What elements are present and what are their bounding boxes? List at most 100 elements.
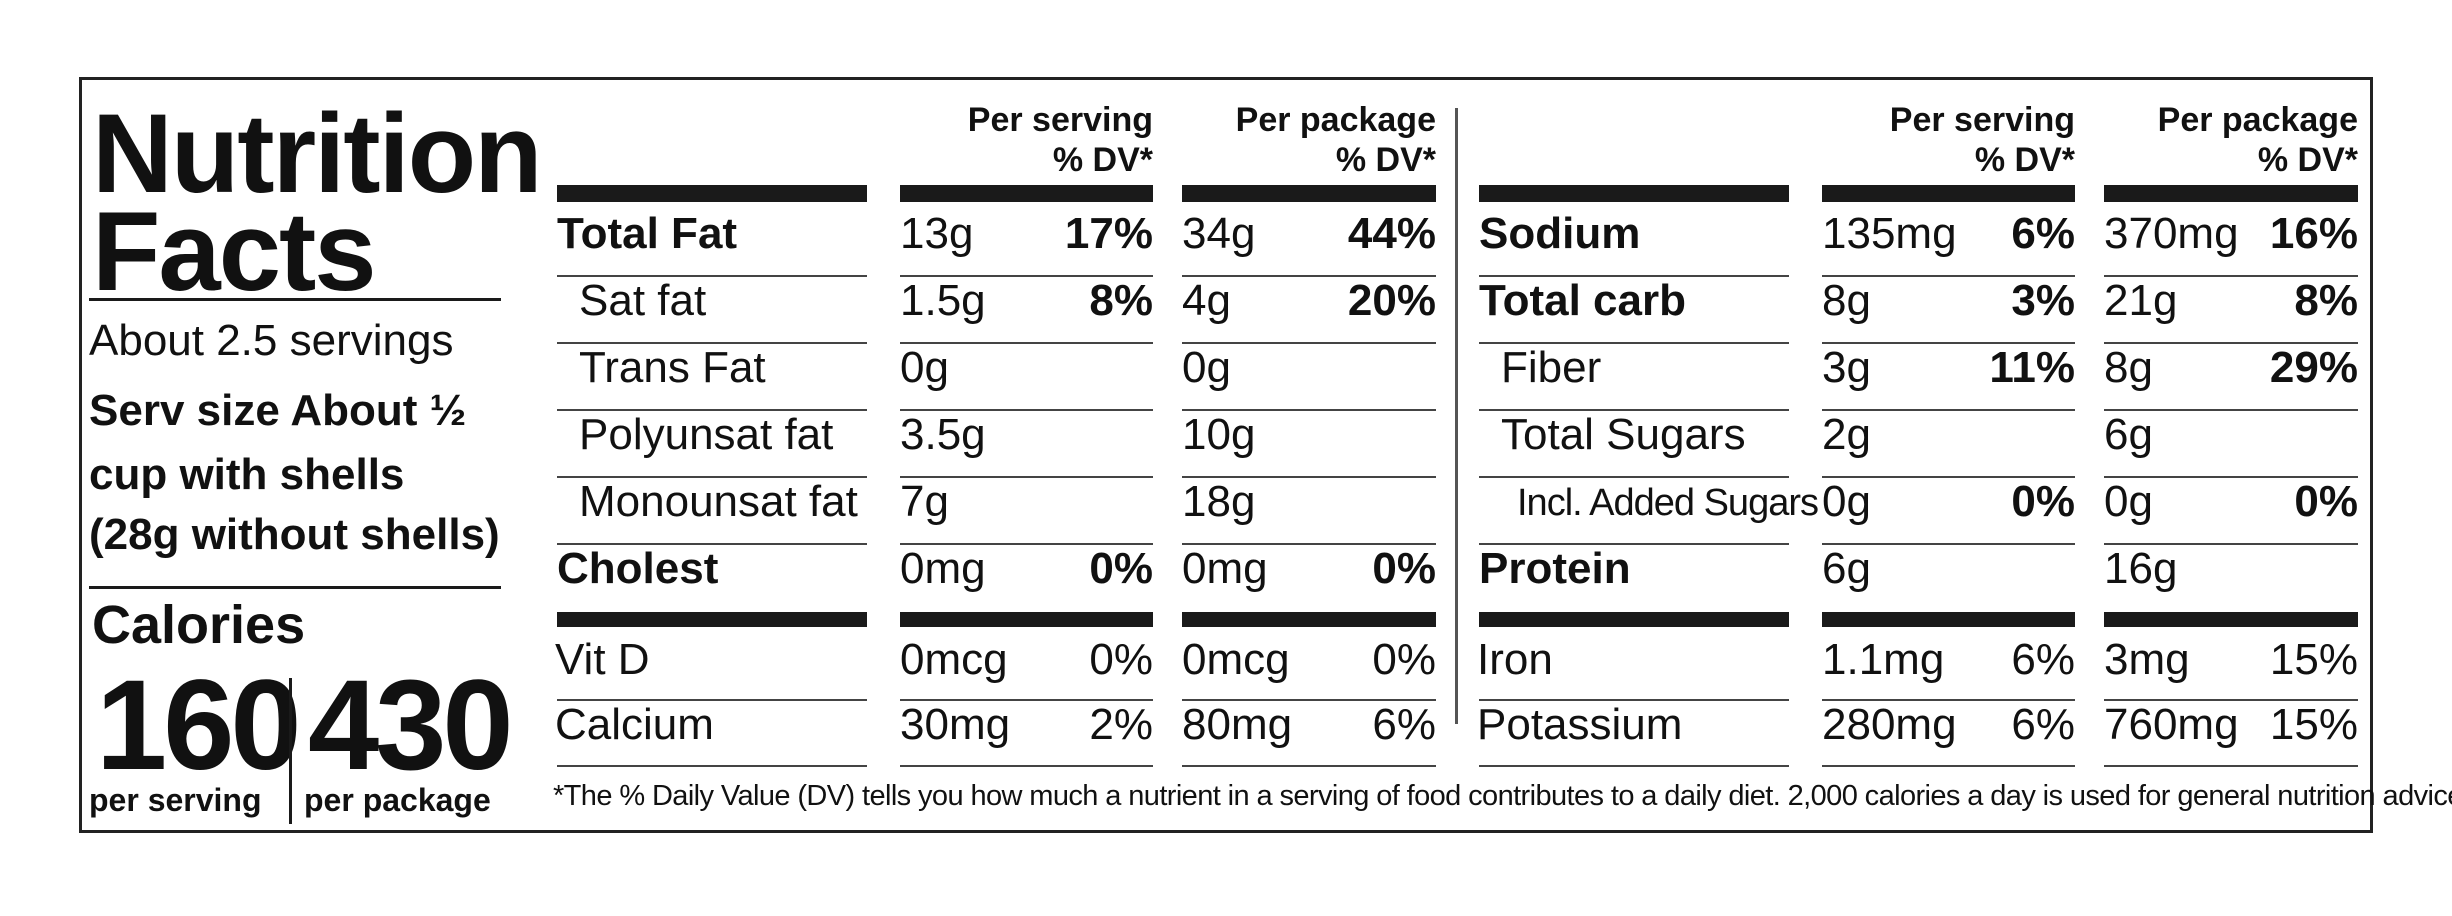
calories-label: Calories [92,595,306,655]
right-micro-package-amount: 760mg [2104,700,2239,749]
left-serving-amount: 3.5g [900,410,986,459]
left-header-per-serving: Per serving % DV* [967,101,1153,179]
left-row-line-3-0 [557,476,867,478]
right-row-line-3-0 [1479,476,1789,478]
left-bottom-line-1 [900,765,1153,767]
calories-per-serving: 160 [96,654,302,797]
right-package-dv: 16% [2269,209,2358,258]
right-micro-line-2 [2104,699,2358,701]
label-title-line-2: Facts [92,189,377,314]
right-micro-serving-dv: 6% [2011,700,2075,749]
right-serving-dv: 3% [2011,276,2075,325]
left-top-bar-0 [557,185,867,202]
left-package-dv: 20% [1347,276,1436,325]
right-nutrient-name: Fiber [1501,343,1602,392]
right-mid-bar-2 [2104,612,2358,627]
left-row-line-3-2 [1182,476,1436,478]
right-header-per-package: Per package % DV* [2157,101,2358,179]
left-micro-serving-dv: 0% [1089,635,1153,684]
right-row-line-0-0 [1479,275,1789,277]
right-top-bar-0 [1479,185,1789,202]
right-micro-line-0 [1479,699,1789,701]
left-bottom-line-2 [1182,765,1436,767]
right-row-line-3-1 [1822,476,2075,478]
left-nutrient-name: Total Fat [557,209,738,258]
right-micro-serving-amount: 1.1mg [1822,635,1945,684]
servings-per-container: About 2.5 servings [89,316,454,365]
right-package-amount: 8g [2104,343,2153,392]
right-micro-name: Iron [1477,635,1553,684]
left-nutrient-name: Monounsat fat [579,477,858,526]
left-package-amount: 18g [1182,477,1256,526]
left-row-line-1-2 [1182,342,1436,344]
right-bottom-line-2 [2104,765,2358,767]
left-row-line-1-0 [557,342,867,344]
right-row-line-2-0 [1479,409,1789,411]
right-bottom-line-1 [1822,765,2075,767]
left-nutrient-name: Cholest [557,544,719,593]
right-bottom-line-0 [1479,765,1789,767]
left-serving-amount: 0mg [900,544,986,593]
left-micro-line-1 [900,699,1153,701]
right-serving-amount: 6g [1822,544,1871,593]
left-top-bar-1 [900,185,1153,202]
right-nutrient-name: Sodium [1479,209,1641,258]
serving-size-line-3: (28g without shells) [89,510,500,559]
left-package-amount: 0mg [1182,544,1268,593]
right-package-amount: 21g [2104,276,2178,325]
left-row-line-0-0 [557,275,867,277]
right-nutrient-name: Protein [1479,544,1631,593]
left-mid-bar-0 [557,612,867,627]
left-micro-serving-amount: 0mcg [900,635,1008,684]
title-divider [89,298,501,301]
left-package-amount: 10g [1182,410,1256,459]
left-micro-package-dv: 0% [1372,635,1436,684]
calories-per-package: 430 [308,654,514,797]
right-micro-package-dv: 15% [2269,635,2358,684]
right-serving-amount: 3g [1822,343,1871,392]
left-micro-line-0 [557,699,867,701]
right-package-dv: 29% [2269,343,2358,392]
right-serving-amount: 0g [1822,477,1871,526]
right-row-line-4-0 [1479,543,1789,545]
right-row-line-3-2 [2104,476,2358,478]
left-micro-serving-dv: 2% [1089,700,1153,749]
left-serving-amount: 0g [900,343,949,392]
right-package-amount: 0g [2104,477,2153,526]
right-row-line-1-1 [1822,342,2075,344]
right-micro-package-dv: 15% [2269,700,2358,749]
calories-per-package-label: per package [304,782,491,818]
right-serving-dv: 6% [2011,209,2075,258]
left-package-dv: 44% [1347,209,1436,258]
left-serving-amount: 7g [900,477,949,526]
right-nutrient-name: Incl. Added Sugars [1517,482,1819,524]
left-row-line-0-1 [900,275,1153,277]
right-micro-line-1 [1822,699,2075,701]
right-mid-bar-1 [1822,612,2075,627]
left-mid-bar-2 [1182,612,1436,627]
left-row-line-2-2 [1182,409,1436,411]
left-package-dv: 0% [1372,544,1436,593]
right-package-amount: 16g [2104,544,2178,593]
serving-size-line-1: Serv size About ½ [89,386,467,435]
right-header-per-serving: Per serving % DV* [1889,101,2075,179]
left-mid-bar-1 [900,612,1153,627]
right-mid-bar-0 [1479,612,1789,627]
right-row-line-1-2 [2104,342,2358,344]
left-package-amount: 34g [1182,209,1256,258]
left-micro-serving-amount: 30mg [900,700,1011,749]
left-serving-dv: 17% [1064,209,1153,258]
nutrition-label-border [79,77,2373,833]
left-row-line-0-2 [1182,275,1436,277]
right-row-line-4-2 [2104,543,2358,545]
right-row-line-4-1 [1822,543,2075,545]
right-row-line-0-2 [2104,275,2358,277]
left-package-amount: 0g [1182,343,1231,392]
left-top-bar-2 [1182,185,1436,202]
right-micro-serving-amount: 280mg [1822,700,1957,749]
right-top-bar-2 [2104,185,2358,202]
left-row-line-2-0 [557,409,867,411]
left-row-line-3-1 [900,476,1153,478]
left-package-amount: 4g [1182,276,1231,325]
right-package-amount: 6g [2104,410,2153,459]
